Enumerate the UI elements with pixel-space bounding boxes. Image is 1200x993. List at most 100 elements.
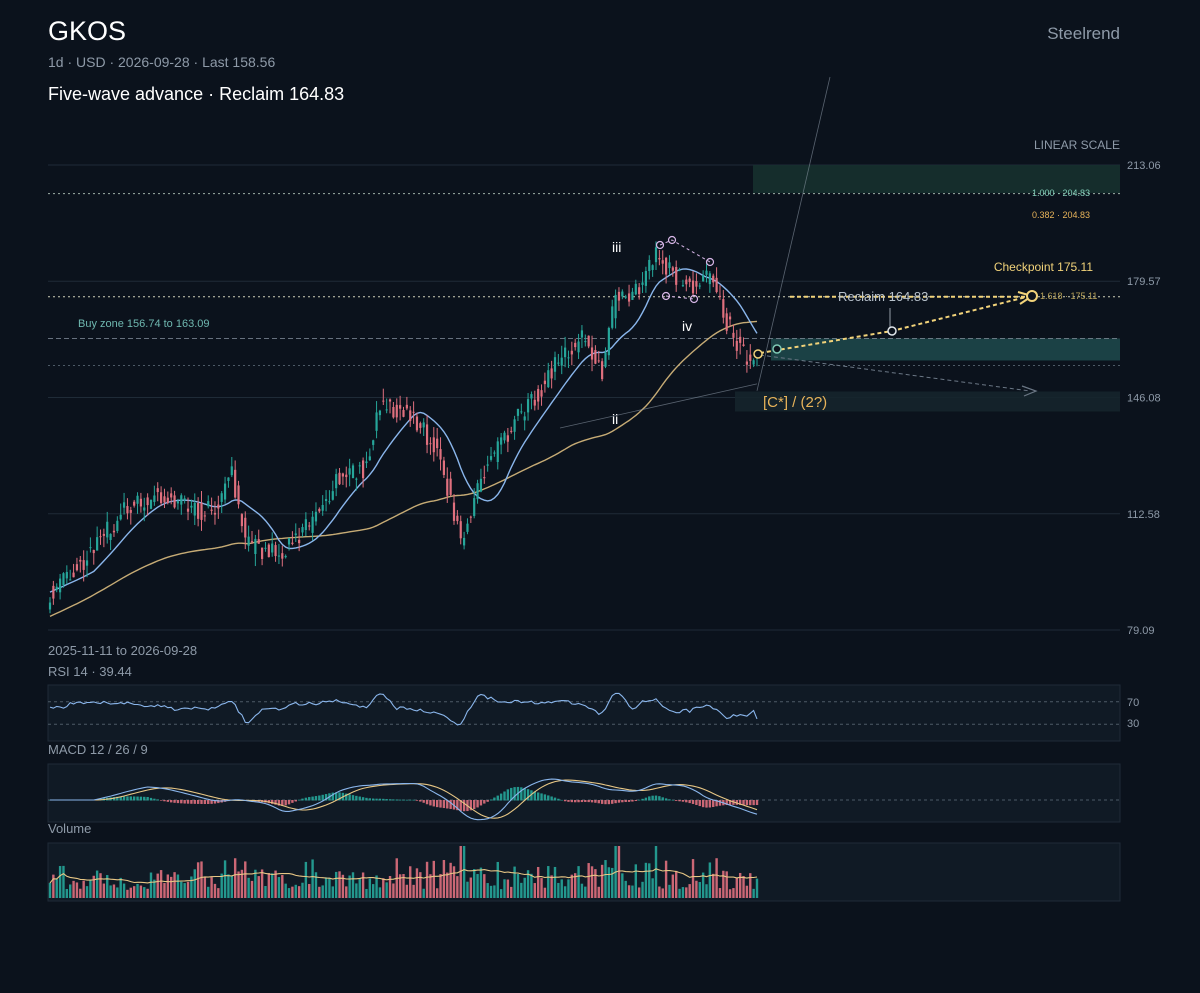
volume-bar bbox=[143, 887, 146, 898]
candle-body bbox=[594, 350, 597, 364]
candle-body bbox=[190, 505, 193, 508]
candle-body bbox=[567, 357, 570, 359]
candle-body bbox=[644, 270, 647, 286]
candle-body bbox=[728, 316, 732, 320]
candle-body bbox=[742, 344, 745, 346]
candle-body bbox=[72, 572, 75, 578]
macd-hist-bar bbox=[395, 799, 398, 801]
candle-body bbox=[553, 357, 557, 372]
macd-hist-bar bbox=[648, 796, 651, 801]
volume-bar bbox=[695, 880, 698, 898]
wave-pivot-marker bbox=[655, 240, 665, 250]
macd-hist-bar bbox=[577, 800, 580, 803]
macd-hist-bar bbox=[510, 787, 513, 801]
volume-bar bbox=[654, 846, 658, 898]
volume-bar bbox=[318, 886, 321, 898]
wave-count-label: [C*] / (2?) bbox=[763, 394, 827, 411]
candle-body bbox=[550, 368, 553, 379]
rsi-panel-box bbox=[47, 684, 1121, 742]
macd-hist-bar bbox=[590, 800, 594, 803]
volume-bar bbox=[520, 882, 523, 898]
volume-bar bbox=[705, 884, 708, 898]
volume-bar bbox=[146, 888, 149, 898]
candle-body bbox=[493, 452, 496, 454]
macd-hist-bar bbox=[136, 796, 139, 801]
candle-body bbox=[149, 499, 153, 509]
macd-hist-bar bbox=[614, 800, 617, 804]
volume-bar bbox=[651, 878, 654, 898]
macd-hist-bar bbox=[533, 791, 536, 801]
volume-bar bbox=[351, 872, 355, 898]
candle-body bbox=[75, 564, 79, 571]
macd-hist-bar bbox=[176, 800, 180, 804]
candle-body bbox=[469, 516, 472, 518]
macd-hist-bar bbox=[301, 798, 304, 801]
volume-bar bbox=[365, 888, 368, 898]
volume-bar bbox=[240, 869, 244, 898]
macd-hist-bar bbox=[570, 800, 574, 803]
macd-hist-bar bbox=[294, 800, 297, 802]
volume-bar bbox=[153, 879, 156, 898]
candle-body bbox=[223, 483, 227, 500]
candle-body bbox=[213, 512, 217, 515]
macd-hist-bar bbox=[338, 792, 341, 801]
zone-marker bbox=[772, 344, 782, 354]
candle-body bbox=[304, 519, 307, 530]
candle-body bbox=[267, 544, 270, 558]
candle-body bbox=[341, 473, 344, 477]
macd-hist-bar bbox=[530, 790, 533, 801]
candle-body bbox=[752, 360, 755, 365]
macd-hist-bar bbox=[644, 797, 648, 801]
rsi-panel bbox=[47, 684, 1121, 742]
volume-bar bbox=[745, 885, 749, 898]
volume-bar bbox=[513, 866, 516, 898]
candle-body bbox=[708, 273, 711, 285]
candle-body bbox=[412, 411, 415, 413]
volume-bar bbox=[422, 888, 425, 898]
volume-bar bbox=[462, 846, 466, 898]
volume-bar bbox=[607, 867, 611, 898]
candle-body bbox=[520, 411, 523, 413]
volume-bar bbox=[738, 872, 742, 898]
volume-bar bbox=[681, 887, 685, 898]
macd-hist-bar bbox=[435, 800, 439, 808]
volume-bar bbox=[156, 873, 159, 898]
candle-body bbox=[257, 539, 260, 544]
macd-hist-bar bbox=[385, 799, 388, 801]
volume-bar bbox=[301, 882, 304, 898]
macd-hist-bar bbox=[634, 800, 637, 802]
volume-bar bbox=[274, 870, 277, 898]
macd-hist-bar bbox=[129, 796, 132, 801]
macd-hist-bar bbox=[196, 800, 200, 804]
candle-body bbox=[163, 496, 166, 503]
volume-bar bbox=[577, 866, 580, 898]
macd-hist-bar bbox=[116, 796, 119, 801]
candle-body bbox=[126, 506, 129, 514]
volume-bar bbox=[62, 865, 65, 898]
candle-body bbox=[590, 347, 594, 360]
candle-body bbox=[419, 423, 422, 428]
candle-body bbox=[466, 523, 469, 532]
macd-hist-bar bbox=[291, 800, 294, 803]
candle-body bbox=[456, 515, 459, 522]
candle-body bbox=[153, 495, 156, 502]
volume-bar bbox=[220, 873, 223, 898]
volume-bar bbox=[378, 887, 382, 898]
volume-bar bbox=[446, 872, 449, 898]
candle-body bbox=[176, 501, 180, 504]
candle-body bbox=[439, 449, 442, 460]
target-zone bbox=[753, 165, 1120, 193]
candle-body bbox=[715, 277, 718, 293]
macd-hist-bar bbox=[119, 796, 122, 801]
volume-bar bbox=[193, 869, 196, 898]
volume-bar bbox=[533, 883, 536, 898]
macd-hist-bar bbox=[738, 800, 742, 805]
candle-body bbox=[335, 474, 338, 489]
macd-hist-bar bbox=[587, 800, 590, 803]
candle-body bbox=[102, 533, 105, 536]
macd-hist-bar bbox=[361, 797, 365, 801]
candle-body bbox=[284, 555, 287, 558]
macd-hist-bar bbox=[378, 798, 382, 801]
volume-bar bbox=[331, 886, 334, 898]
